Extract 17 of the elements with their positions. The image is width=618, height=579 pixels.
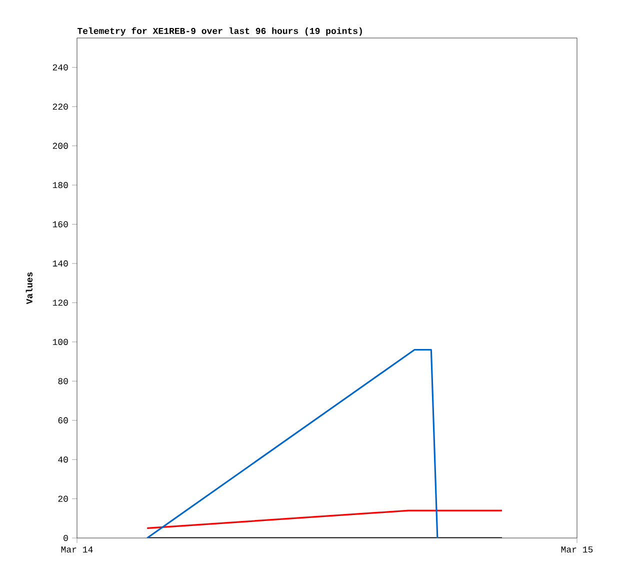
y-axis-title: Values <box>26 272 32 304</box>
y-tick-label: 240 <box>52 64 68 70</box>
y-tick-label: 180 <box>52 182 68 188</box>
x-tick-label: Mar 14 <box>61 546 93 553</box>
y-tick-label: 0 <box>64 534 68 542</box>
y-tick-label: 140 <box>52 260 68 267</box>
y-tick-label: 80 <box>58 378 68 384</box>
y-tick-label: 220 <box>52 104 68 110</box>
y-tick-label: 160 <box>52 221 68 228</box>
y-tick-label: 20 <box>58 496 68 502</box>
y-tick-label: 200 <box>52 142 68 149</box>
y-tick-label: 100 <box>52 338 68 345</box>
chart-title: Telemetry for XE1REB-9 over last 96 hours (19 points) <box>77 27 362 36</box>
y-tick-label: 120 <box>52 300 68 306</box>
y-tick-label: 60 <box>58 417 68 424</box>
y-tick-label: 40 <box>58 456 68 463</box>
x-tick-label: Mar 15 <box>561 546 593 553</box>
